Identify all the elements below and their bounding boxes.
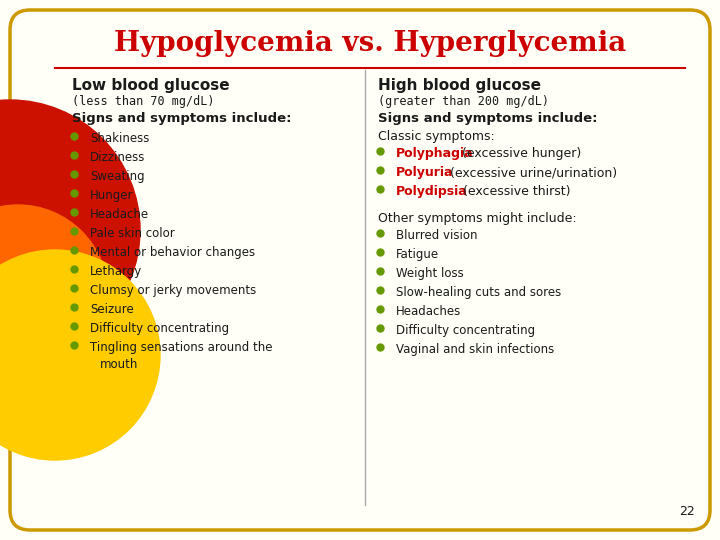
Text: Classic symptoms:: Classic symptoms: bbox=[378, 130, 495, 143]
Text: Shakiness: Shakiness bbox=[90, 132, 149, 145]
Text: (less than 70 mg/dL): (less than 70 mg/dL) bbox=[72, 95, 215, 108]
Text: Weight loss: Weight loss bbox=[396, 267, 464, 280]
Text: (excessive hunger): (excessive hunger) bbox=[458, 147, 581, 160]
Text: Hypoglycemia vs. Hyperglycemia: Hypoglycemia vs. Hyperglycemia bbox=[114, 30, 626, 57]
Text: Other symptoms might include:: Other symptoms might include: bbox=[378, 212, 577, 225]
Text: Signs and symptoms include:: Signs and symptoms include: bbox=[378, 112, 598, 125]
Text: 22: 22 bbox=[679, 505, 695, 518]
Text: mouth: mouth bbox=[100, 358, 138, 371]
Circle shape bbox=[0, 250, 160, 460]
Text: Pale skin color: Pale skin color bbox=[90, 227, 175, 240]
Text: Slow-healing cuts and sores: Slow-healing cuts and sores bbox=[396, 286, 562, 299]
Circle shape bbox=[0, 100, 140, 360]
Text: Low blood glucose: Low blood glucose bbox=[72, 78, 230, 93]
Text: Polydipsia: Polydipsia bbox=[396, 185, 468, 198]
Text: (excessive urine/urination): (excessive urine/urination) bbox=[446, 166, 617, 179]
FancyBboxPatch shape bbox=[10, 10, 710, 530]
Text: Tingling sensations around the: Tingling sensations around the bbox=[90, 341, 272, 354]
Text: High blood glucose: High blood glucose bbox=[378, 78, 541, 93]
Text: Polyuria: Polyuria bbox=[396, 166, 454, 179]
Text: Blurred vision: Blurred vision bbox=[396, 229, 477, 242]
Text: Lethargy: Lethargy bbox=[90, 265, 143, 278]
Text: Seizure: Seizure bbox=[90, 303, 134, 316]
Text: Difficulty concentrating: Difficulty concentrating bbox=[90, 322, 229, 335]
Text: Dizziness: Dizziness bbox=[90, 151, 145, 164]
Text: Headaches: Headaches bbox=[396, 305, 462, 318]
Text: Headache: Headache bbox=[90, 208, 149, 221]
Text: Vaginal and skin infections: Vaginal and skin infections bbox=[396, 343, 554, 356]
Text: Hunger: Hunger bbox=[90, 189, 133, 202]
Text: Mental or behavior changes: Mental or behavior changes bbox=[90, 246, 255, 259]
Text: Difficulty concentrating: Difficulty concentrating bbox=[396, 324, 535, 337]
Text: Sweating: Sweating bbox=[90, 170, 145, 183]
Text: (greater than 200 mg/dL): (greater than 200 mg/dL) bbox=[378, 95, 549, 108]
Text: Signs and symptoms include:: Signs and symptoms include: bbox=[72, 112, 292, 125]
Circle shape bbox=[0, 205, 108, 385]
Text: Polyphagia: Polyphagia bbox=[396, 147, 474, 160]
Text: Fatigue: Fatigue bbox=[396, 248, 439, 261]
Text: Clumsy or jerky movements: Clumsy or jerky movements bbox=[90, 284, 256, 297]
Text: (excessive thirst): (excessive thirst) bbox=[459, 185, 570, 198]
